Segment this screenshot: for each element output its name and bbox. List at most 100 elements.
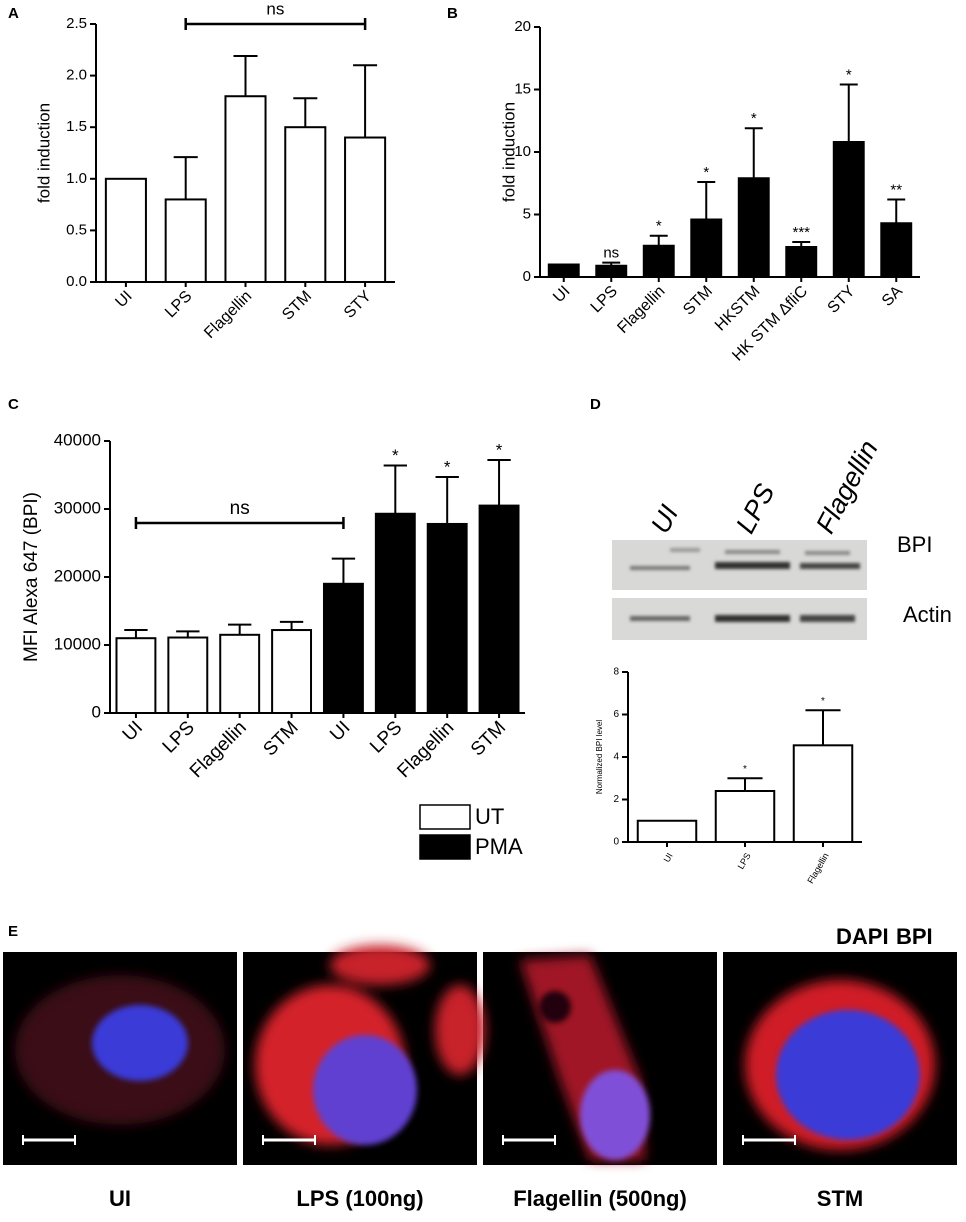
panel-label: E xyxy=(8,923,18,940)
significance-label: * xyxy=(392,446,399,465)
lane-label: UI xyxy=(645,500,684,538)
bar xyxy=(478,504,520,714)
bar xyxy=(224,95,267,283)
y-tick-label: 1.5 xyxy=(66,118,87,135)
bar xyxy=(104,177,147,283)
western-blot xyxy=(612,540,867,640)
bar xyxy=(880,222,913,278)
legend-label: PMA xyxy=(475,834,523,859)
bar xyxy=(322,582,364,714)
image-caption: Flagellin (500ng) xyxy=(513,1186,687,1211)
x-tick-label: Flagellin xyxy=(393,717,458,782)
bar xyxy=(737,177,770,278)
y-tick-label: 2 xyxy=(613,794,619,805)
legend-swatch xyxy=(419,804,471,830)
x-tick-label: Flagellin xyxy=(186,717,251,782)
y-tick-label: 20000 xyxy=(54,566,101,585)
panel-label: A xyxy=(8,5,19,22)
bar xyxy=(714,790,776,843)
significance-label: *** xyxy=(792,224,810,241)
x-tick-label: LPS xyxy=(736,851,753,871)
significance-label: * xyxy=(743,764,747,775)
significance-label: ns xyxy=(603,245,619,262)
image-caption: UI xyxy=(109,1186,131,1211)
x-tick-label: STM xyxy=(680,283,716,319)
significance-label: * xyxy=(444,458,451,477)
scale-label: 10 μm xyxy=(758,1148,781,1157)
y-tick-label: 4 xyxy=(613,752,619,763)
x-tick-label: STM xyxy=(467,717,510,760)
significance-label: * xyxy=(846,66,852,83)
bar xyxy=(547,263,580,278)
bar xyxy=(785,246,818,278)
y-axis-label: MFI Alexa 647 (BPI) xyxy=(21,492,42,662)
significance-label: * xyxy=(656,218,662,235)
bar xyxy=(636,819,698,843)
bar xyxy=(832,141,865,278)
panel-label: B xyxy=(447,5,458,22)
y-tick-label: 10 xyxy=(514,143,531,160)
significance-label: * xyxy=(821,696,825,707)
scale-label: 10 μm xyxy=(278,1148,301,1157)
bracket-label: ns xyxy=(266,0,284,18)
x-tick-label: UI xyxy=(662,851,675,864)
micrographs xyxy=(3,945,957,1165)
x-tick-label: STY xyxy=(341,288,375,322)
x-tick-label: UI xyxy=(326,717,354,745)
y-tick-label: 0.5 xyxy=(66,221,87,238)
bar xyxy=(426,522,468,715)
significance-label: * xyxy=(751,110,757,127)
bar xyxy=(115,637,157,715)
y-tick-label: 0 xyxy=(523,268,531,285)
image-caption: LPS (100ng) xyxy=(296,1186,423,1211)
bar xyxy=(164,198,207,283)
bar xyxy=(595,264,628,278)
y-tick-label: 30000 xyxy=(54,498,101,517)
bar xyxy=(284,126,327,283)
legend-swatch xyxy=(419,834,471,860)
y-tick-label: 15 xyxy=(514,80,531,97)
x-tick-label: Flagellin xyxy=(614,283,668,337)
significance-label: * xyxy=(496,441,503,460)
y-tick-label: 40000 xyxy=(54,430,101,449)
image-caption: STM xyxy=(817,1186,863,1211)
bar xyxy=(374,512,416,715)
y-tick-label: 10000 xyxy=(54,634,101,653)
bar xyxy=(690,218,723,278)
stain-label: BPI xyxy=(896,924,933,949)
bracket-label: ns xyxy=(230,498,250,519)
x-tick-label: UI xyxy=(112,288,135,311)
x-tick-label: STM xyxy=(259,717,302,760)
bar xyxy=(219,633,261,714)
x-tick-label: UI xyxy=(550,283,573,306)
y-tick-label: 8 xyxy=(613,667,619,678)
y-axis-label: fold induction xyxy=(499,102,518,202)
legend-label: UT xyxy=(475,804,504,829)
stain-label: DAPI xyxy=(836,924,889,949)
bar xyxy=(642,244,675,278)
y-tick-label: 0 xyxy=(92,702,101,721)
significance-label: * xyxy=(703,164,709,181)
bar xyxy=(344,136,387,283)
bar xyxy=(167,636,209,715)
y-axis-label: Normalized BPI level xyxy=(595,720,604,794)
y-tick-label: 20 xyxy=(514,18,531,35)
x-tick-label: LPS xyxy=(366,717,406,757)
y-tick-label: 2.0 xyxy=(66,67,87,84)
bar xyxy=(792,744,854,843)
scale-label: 10 μm xyxy=(38,1148,61,1157)
panel-label: C xyxy=(8,396,19,413)
y-tick-label: 6 xyxy=(613,709,619,720)
x-tick-label: SA xyxy=(879,283,906,310)
band-label: BPI xyxy=(897,532,932,557)
x-tick-label: STM xyxy=(279,288,315,324)
x-tick-label: UI xyxy=(119,717,147,745)
bar xyxy=(271,629,313,714)
band-label: Actin xyxy=(903,602,952,627)
y-tick-label: 0 xyxy=(613,837,619,848)
x-tick-label: Flagellin xyxy=(201,288,255,342)
x-tick-label: LPS xyxy=(159,717,199,757)
scale-label: 10 μm xyxy=(518,1148,541,1157)
significance-label: ** xyxy=(890,181,902,198)
